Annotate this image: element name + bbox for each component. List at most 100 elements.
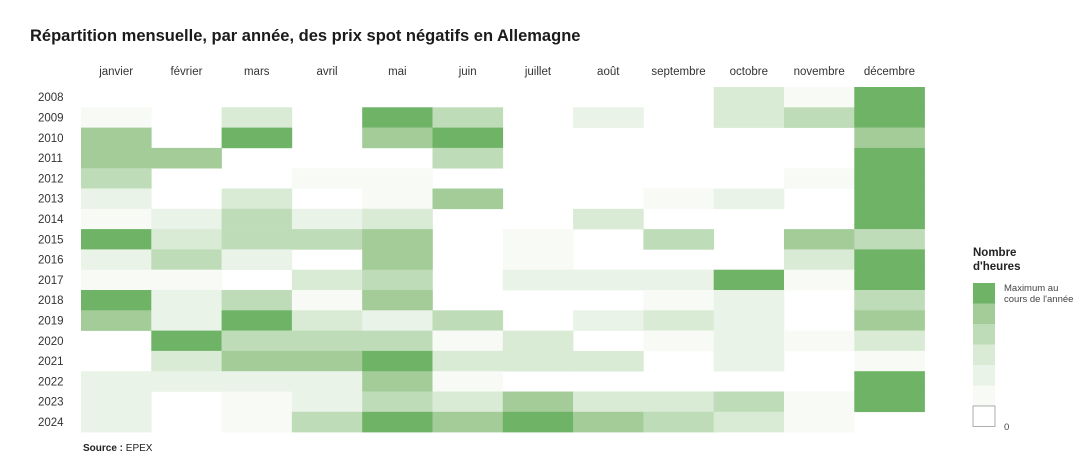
- heatmap-cell: [573, 107, 644, 128]
- heatmap-cell: [784, 249, 855, 270]
- heatmap-cell: [784, 330, 855, 352]
- heatmap-cell: [151, 371, 222, 392]
- heatmap-cell: [221, 188, 293, 210]
- heatmap-cell: [432, 350, 504, 372]
- heatmap-cell: [221, 391, 293, 413]
- heatmap-cell: [854, 127, 925, 149]
- heatmap-cell: [502, 391, 574, 413]
- heatmap-cell: [291, 208, 363, 230]
- month-label: septembre: [651, 66, 705, 78]
- heatmap-cell: [854, 229, 925, 250]
- heatmap-cell: [573, 411, 644, 433]
- heatmap-cell: [854, 391, 925, 413]
- heatmap-cell: [81, 208, 152, 230]
- legend-swatch: [973, 365, 995, 386]
- heatmap-cell: [291, 310, 363, 331]
- heatmap-cell: [151, 290, 222, 311]
- heatmap-cell: [432, 188, 504, 210]
- heatmap-cell: [854, 330, 925, 352]
- heatmap-cell: [151, 229, 222, 250]
- heatmap-cell: [81, 371, 152, 392]
- heatmap-cell: [362, 310, 433, 331]
- heatmap-cell: [432, 147, 504, 169]
- month-label: janvier: [98, 66, 133, 78]
- heatmap-cell: [502, 249, 574, 270]
- heatmap-cell: [362, 269, 433, 291]
- heatmap-cell: [854, 350, 925, 372]
- heatmap-cell: [362, 208, 433, 230]
- heatmap-cell: [291, 168, 363, 189]
- heatmap-cell: [502, 330, 574, 352]
- heatmap-cell: [713, 411, 785, 433]
- heatmap-cell: [151, 249, 222, 270]
- heatmap-cell: [854, 371, 925, 392]
- heatmap-cell: [362, 107, 433, 128]
- heatmap-cell: [713, 269, 785, 291]
- heatmap-cell: [151, 350, 222, 372]
- heatmap-cell: [643, 310, 714, 331]
- heatmap-cell: [291, 330, 363, 352]
- year-label: 2016: [38, 255, 64, 267]
- legend-min-label: 0: [1004, 422, 1010, 433]
- legend-swatch: [973, 344, 995, 365]
- legend-title: Nombre d'heures: [973, 246, 1020, 274]
- heatmap-cell: [362, 371, 433, 392]
- heatmap-cell: [573, 310, 644, 331]
- chart-title: Répartition mensuelle, par année, des pr…: [30, 27, 581, 45]
- legend-swatch: [973, 385, 995, 406]
- heatmap-cell: [432, 371, 504, 392]
- heatmap-cell: [291, 229, 363, 250]
- heatmap-cell: [573, 208, 644, 230]
- heatmap-cell: [643, 411, 714, 433]
- year-label: 2022: [38, 376, 64, 388]
- heatmap-cell: [362, 391, 433, 413]
- year-label: 2008: [38, 92, 64, 104]
- month-label: juillet: [524, 66, 552, 78]
- heatmap-cell: [221, 127, 293, 149]
- heatmap-cell: [221, 107, 293, 128]
- heatmap-cell: [854, 147, 925, 169]
- heatmap-cell: [81, 269, 152, 291]
- heatmap-cell: [291, 290, 363, 311]
- heatmap-cell: [502, 411, 574, 433]
- heatmap-cell: [221, 310, 293, 331]
- year-label: 2010: [38, 133, 64, 145]
- legend-max-label: Maximum au cours de l'année: [1004, 283, 1074, 305]
- heatmap-cell: [784, 87, 855, 108]
- heatmap-cell: [713, 310, 785, 331]
- heatmap-cell: [784, 168, 855, 189]
- heatmap-cell: [221, 249, 293, 270]
- year-label: 2024: [38, 417, 64, 429]
- heatmap-cell: [502, 350, 574, 372]
- legend-swatch: [973, 303, 995, 324]
- source-value: EPEX: [125, 443, 153, 454]
- heatmap-cell: [854, 310, 925, 331]
- heatmap-cell: [151, 310, 222, 331]
- year-label: 2018: [38, 295, 64, 307]
- heatmap-cell: [291, 269, 363, 291]
- heatmap-cell: [151, 269, 222, 291]
- year-label: 2014: [38, 214, 64, 226]
- year-label: 2015: [38, 234, 64, 246]
- heatmap-cell: [643, 188, 714, 210]
- heatmap-cell: [432, 107, 504, 128]
- heatmap-cell: [221, 229, 293, 250]
- heatmap-cell: [713, 330, 785, 352]
- month-label: mars: [244, 66, 270, 78]
- heatmap-cell: [151, 208, 222, 230]
- heatmap-cell: [81, 310, 152, 331]
- heatmap-cell: [713, 107, 785, 128]
- heatmap-cell: [221, 290, 293, 311]
- heatmap-cell: [432, 127, 504, 149]
- heatmap-cell: [502, 229, 574, 250]
- heatmap-cell: [151, 147, 222, 169]
- year-label: 2013: [38, 194, 64, 206]
- heatmap-cell: [854, 269, 925, 291]
- heatmap-cell: [854, 87, 925, 108]
- heatmap-cell: [573, 391, 644, 413]
- legend-swatch: [973, 283, 995, 304]
- heatmap-cell: [362, 127, 433, 149]
- heatmap-cell: [81, 290, 152, 311]
- heatmap-cell: [784, 269, 855, 291]
- legend-title-line2: d'heures: [973, 261, 1021, 273]
